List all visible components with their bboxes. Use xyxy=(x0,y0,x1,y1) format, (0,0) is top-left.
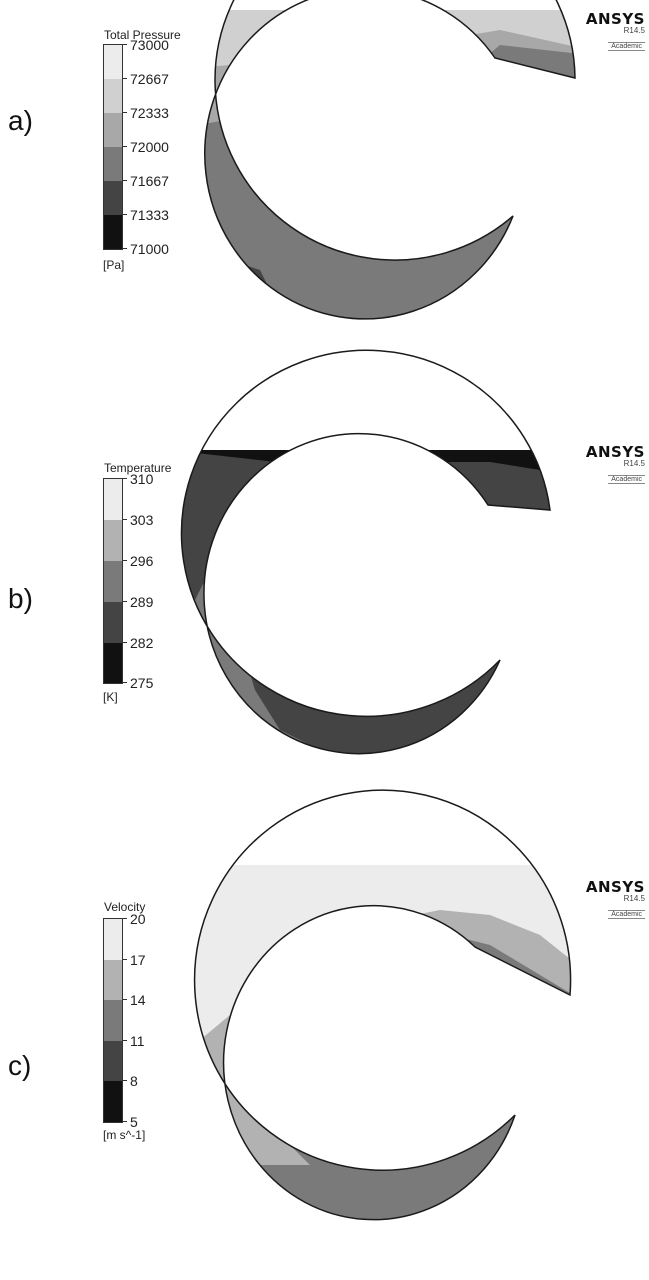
logo-brand: ANSYS xyxy=(585,443,645,461)
legend-unit: [m s^-1] xyxy=(103,1128,146,1142)
legend-tick xyxy=(122,478,127,479)
legend-value: 73000 xyxy=(130,37,169,53)
legend-value: 20 xyxy=(130,911,146,927)
legend-tick xyxy=(122,682,127,683)
legend-value: 282 xyxy=(130,635,154,651)
legend-tick xyxy=(122,1040,127,1041)
contour-band-72000 xyxy=(204,10,575,319)
legend-value: 71667 xyxy=(130,173,169,189)
logo-version: R14.5 xyxy=(623,459,645,468)
legend-tick xyxy=(122,999,127,1000)
contour-plot-temperature xyxy=(180,349,551,755)
legend-value: 14 xyxy=(130,992,146,1008)
legend-band-3 xyxy=(104,1000,122,1041)
legend-tick xyxy=(122,1121,127,1122)
logo-version: R14.5 xyxy=(623,894,645,903)
legend-band-4 xyxy=(104,602,122,643)
legend-tick xyxy=(122,112,127,113)
legend-tick xyxy=(122,519,127,520)
legend-band-2 xyxy=(104,520,122,561)
panel-label: b) xyxy=(8,583,33,614)
legend-tick xyxy=(122,642,127,643)
ansys-logo: ANSYS R14.5 Academic xyxy=(575,10,645,53)
legend-band-4 xyxy=(104,1041,122,1081)
legend-value: 296 xyxy=(130,553,154,569)
legend-tick xyxy=(122,78,127,79)
legend-band-1 xyxy=(104,919,122,960)
legend-value: 5 xyxy=(130,1114,138,1130)
logo-edition: Academic xyxy=(608,475,645,484)
contour-band-289-outer xyxy=(181,750,551,754)
legend-value: 71000 xyxy=(130,241,169,257)
logo-brand: ANSYS xyxy=(585,878,645,896)
contour-band-289 xyxy=(181,450,551,754)
legend-value: 8 xyxy=(130,1073,138,1089)
logo-version: R14.5 xyxy=(623,26,645,35)
ansys-logo: ANSYS R14.5 Academic xyxy=(575,878,645,921)
legend-value: 303 xyxy=(130,512,154,528)
legend-unit: [K] xyxy=(103,690,118,704)
panel-label: c) xyxy=(8,1050,32,1081)
contour-plot-total-pressure xyxy=(204,0,576,405)
legend-band-2 xyxy=(104,79,122,113)
legend-band-3 xyxy=(104,561,122,602)
legend-value: 310 xyxy=(130,471,154,487)
panel-b-temperature: b) Temperature 310 303 296 289 282 275 [… xyxy=(0,349,649,855)
legend-band-3 xyxy=(104,113,122,147)
legend-band-5 xyxy=(104,1081,122,1122)
contour-band-17 xyxy=(194,865,571,1065)
legend-tick xyxy=(122,248,127,249)
ansys-logo: ANSYS R14.5 Academic xyxy=(575,443,645,486)
legend-tick xyxy=(122,44,127,45)
legend-tick xyxy=(122,1080,127,1081)
legend-band-5 xyxy=(104,181,122,215)
legend-band-5 xyxy=(104,643,122,683)
legend-value: 71333 xyxy=(130,207,169,223)
logo-edition: Academic xyxy=(608,42,645,51)
panel-a-total-pressure: a) Total Pressure 73000 72667 72333 7200… xyxy=(0,0,649,420)
legend-title: Total Pressure xyxy=(104,28,181,42)
logo-brand: ANSYS xyxy=(585,10,645,28)
color-legend-bar xyxy=(103,44,123,250)
legend-tick xyxy=(122,180,127,181)
legend-band-1 xyxy=(104,479,122,520)
legend-value: 289 xyxy=(130,594,154,610)
annulus-outline xyxy=(204,0,576,320)
legend-value: 17 xyxy=(130,952,146,968)
legend-tick xyxy=(122,214,127,215)
color-legend-bar xyxy=(103,918,123,1123)
legend-value: 275 xyxy=(130,675,154,691)
logo-edition: Academic xyxy=(608,910,645,919)
legend-tick xyxy=(122,146,127,147)
legend-value: 72667 xyxy=(130,71,169,87)
legend-band-1 xyxy=(104,45,122,79)
legend-title: Velocity xyxy=(104,900,146,914)
panel-c-velocity: c) Velocity 20 17 14 11 8 5 [m s^-1] ANS… xyxy=(0,789,649,1280)
contour-plot-velocity xyxy=(193,789,572,1221)
legend-band-2 xyxy=(104,960,122,1000)
legend-unit: [Pa] xyxy=(103,258,125,272)
legend-band-6 xyxy=(104,215,122,249)
legend-tick xyxy=(122,959,127,960)
color-legend-bar xyxy=(103,478,123,684)
legend-tick xyxy=(122,560,127,561)
contour-island xyxy=(290,360,390,405)
annulus-outline xyxy=(180,349,551,755)
panel-label: a) xyxy=(8,105,33,136)
legend-title: Temperature xyxy=(104,461,172,475)
legend-tick xyxy=(122,601,127,602)
legend-tick xyxy=(122,918,127,919)
legend-value: 11 xyxy=(130,1033,145,1049)
annulus-outline xyxy=(193,789,572,1221)
legend-band-4 xyxy=(104,147,122,181)
legend-value: 72333 xyxy=(130,105,169,121)
legend-value: 72000 xyxy=(130,139,169,155)
